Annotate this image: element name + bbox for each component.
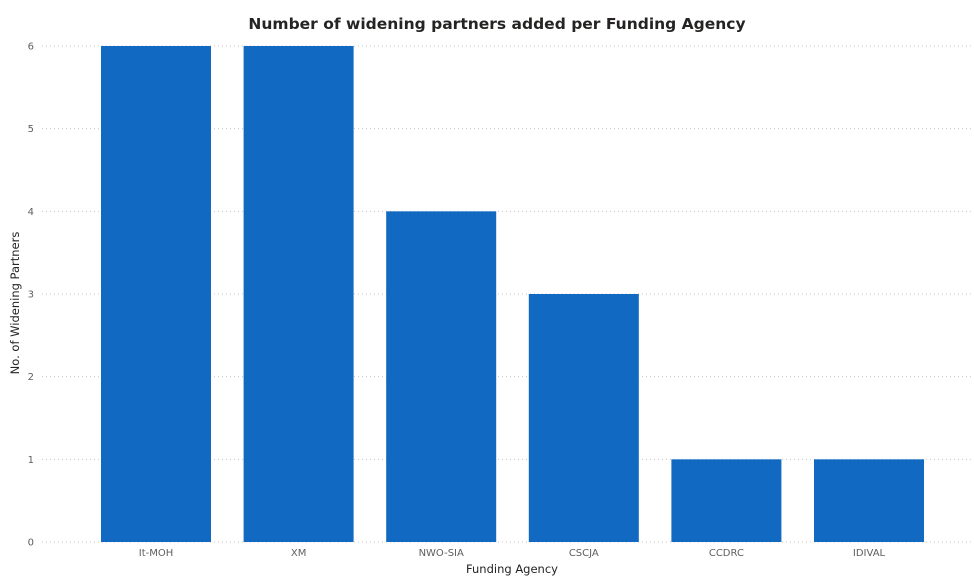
bar-ccdrc[interactable] <box>671 459 782 542</box>
y-tick-label: 4 <box>28 207 34 218</box>
y-axis-ticks: 0 1 2 3 4 5 6 <box>28 42 34 549</box>
x-tick-label: IDIVAL <box>853 548 886 559</box>
x-tick-label: CCDRC <box>709 548 744 559</box>
y-tick-label: 6 <box>28 42 34 53</box>
bars <box>101 46 924 543</box>
x-tick-label: XM <box>291 548 306 559</box>
y-tick-label: 0 <box>28 538 34 549</box>
x-axis-title: Funding Agency <box>466 562 558 576</box>
x-tick-label: NWO-SIA <box>419 548 464 559</box>
chart-title: Number of widening partners added per Fu… <box>248 15 745 33</box>
bar-nwo-sia[interactable] <box>386 211 497 543</box>
x-tick-label: It-MOH <box>139 548 174 559</box>
y-tick-label: 5 <box>28 124 34 135</box>
bar-idival[interactable] <box>814 459 924 542</box>
x-tick-label: CSCJA <box>569 548 599 559</box>
y-tick-label: 1 <box>28 455 34 466</box>
y-tick-label: 3 <box>28 290 34 301</box>
bar-xm[interactable] <box>243 46 354 542</box>
bar-it-moh[interactable] <box>101 46 211 542</box>
y-axis-title: No. of Widening Partners <box>8 232 22 375</box>
bar-cscja[interactable] <box>528 294 639 542</box>
y-tick-label: 2 <box>28 372 34 383</box>
x-axis-ticks: It-MOH XM NWO-SIA CSCJA CCDRC IDIVAL <box>139 548 886 559</box>
